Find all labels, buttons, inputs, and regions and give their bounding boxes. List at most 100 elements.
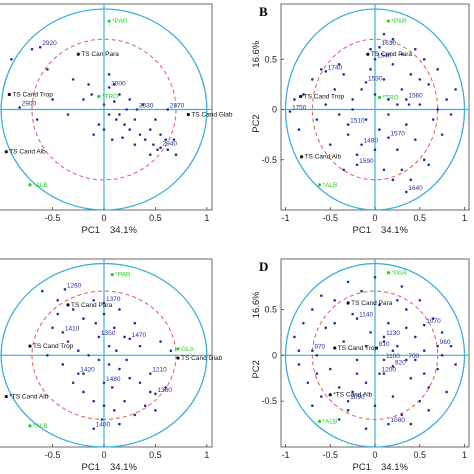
chart-panel-b: 1630 1540 1740 1530 1750 1560 1510 1570 1480 1590… (251, 3, 470, 236)
observation-point (324, 70, 328, 73)
data-point (400, 52, 404, 56)
data-point (364, 344, 368, 348)
data-point (159, 133, 162, 136)
variable-label: *TRO (382, 94, 398, 101)
data-point (102, 312, 106, 316)
observation-point (405, 358, 408, 362)
observation-label: 1530 (368, 75, 383, 82)
x-tick-label: 0.5 (149, 213, 162, 223)
data-point (118, 308, 121, 311)
observation-label: 2900 (22, 101, 37, 108)
data-point (454, 363, 457, 366)
variable-marker (317, 183, 322, 187)
variable-label: TS Cand Trop (12, 91, 53, 98)
data-point (427, 83, 431, 86)
y-tick-label: 0.5 (264, 304, 277, 314)
data-point (355, 358, 359, 362)
data-point (138, 344, 142, 348)
variable-marker (317, 419, 322, 423)
data-point (342, 340, 345, 343)
variable-marker (333, 346, 337, 350)
x-tick-label: 1 (204, 450, 209, 460)
data-point (121, 136, 124, 139)
variable-marker (28, 424, 32, 428)
data-point (143, 404, 147, 408)
data-point (100, 418, 104, 421)
variable-label: *TRO (102, 93, 118, 100)
data-point (346, 133, 350, 136)
observation-point (92, 427, 96, 430)
data-point (319, 294, 323, 297)
data-point (128, 98, 132, 101)
observation-point (166, 108, 170, 111)
variable-marker (328, 393, 332, 397)
data-point (297, 128, 301, 131)
data-point (133, 321, 137, 325)
data-point (440, 133, 444, 136)
observation-label: 1360 (157, 387, 172, 394)
variable-label: *ALB (322, 418, 337, 425)
variable-label: *TS Cand Alb (333, 392, 372, 399)
observation-point (76, 372, 80, 375)
y-tick-label: 0.5 (264, 54, 277, 64)
data-point (112, 100, 116, 103)
data-point (66, 113, 70, 116)
observation-label: 1560 (408, 92, 423, 99)
x-axis-title: PC1 (82, 225, 100, 236)
variable-label: TS Cand Trop (304, 93, 345, 100)
data-point (156, 148, 159, 152)
data-point (405, 308, 408, 311)
variable-label: TS Cand Trop (33, 343, 74, 350)
data-point (87, 353, 90, 357)
x-tick-label: -0.5 (45, 213, 61, 223)
data-point (166, 148, 170, 152)
data-point (351, 312, 354, 316)
observation-point (387, 136, 390, 139)
x-axis-title: PC1 (353, 225, 371, 236)
x-tick-label: -0.5 (322, 450, 338, 460)
data-point (107, 73, 111, 76)
data-point (169, 349, 173, 353)
observation-label: 1200 (381, 367, 396, 374)
data-point (82, 98, 85, 101)
data-point (396, 148, 399, 152)
data-point (311, 78, 314, 81)
data-point (159, 340, 162, 343)
data-point (391, 178, 395, 182)
data-point (71, 308, 75, 311)
observation-label: 1540 (377, 52, 392, 59)
x-axis-explained: 34.1% (110, 462, 137, 473)
variable-label: *PAR (391, 18, 407, 25)
x-axis-title: PC1 (353, 462, 371, 473)
chart-panel-a: 2920 2900 3000 3030 2870 2940 *PAR TS Can Para *… (0, 3, 233, 236)
data-point (102, 128, 106, 131)
data-point (422, 158, 426, 162)
variable-marker (299, 155, 304, 159)
data-point (373, 93, 377, 96)
data-point (436, 68, 439, 71)
data-point (315, 353, 319, 357)
observation-point (378, 372, 381, 375)
data-point (337, 113, 341, 116)
data-point (400, 413, 404, 417)
observation-point (288, 110, 292, 113)
data-point (133, 118, 137, 121)
data-point (396, 344, 399, 348)
observation-label: 1740 (328, 64, 343, 71)
data-point (51, 326, 54, 330)
data-point (35, 118, 39, 121)
data-point (427, 386, 431, 389)
data-point (71, 78, 75, 81)
observation-label: 810 (379, 341, 390, 348)
x-tick-label: -0.5 (45, 450, 61, 460)
data-point (118, 113, 121, 116)
variable-label: *TS Cand Alb (9, 394, 48, 401)
data-point (355, 372, 359, 375)
data-point (391, 395, 395, 398)
x-axis-title: PC1 (82, 462, 100, 473)
data-point (148, 153, 152, 157)
data-point (360, 289, 363, 293)
data-point (454, 88, 457, 91)
observation-point (387, 422, 390, 426)
variable-marker (176, 347, 180, 351)
